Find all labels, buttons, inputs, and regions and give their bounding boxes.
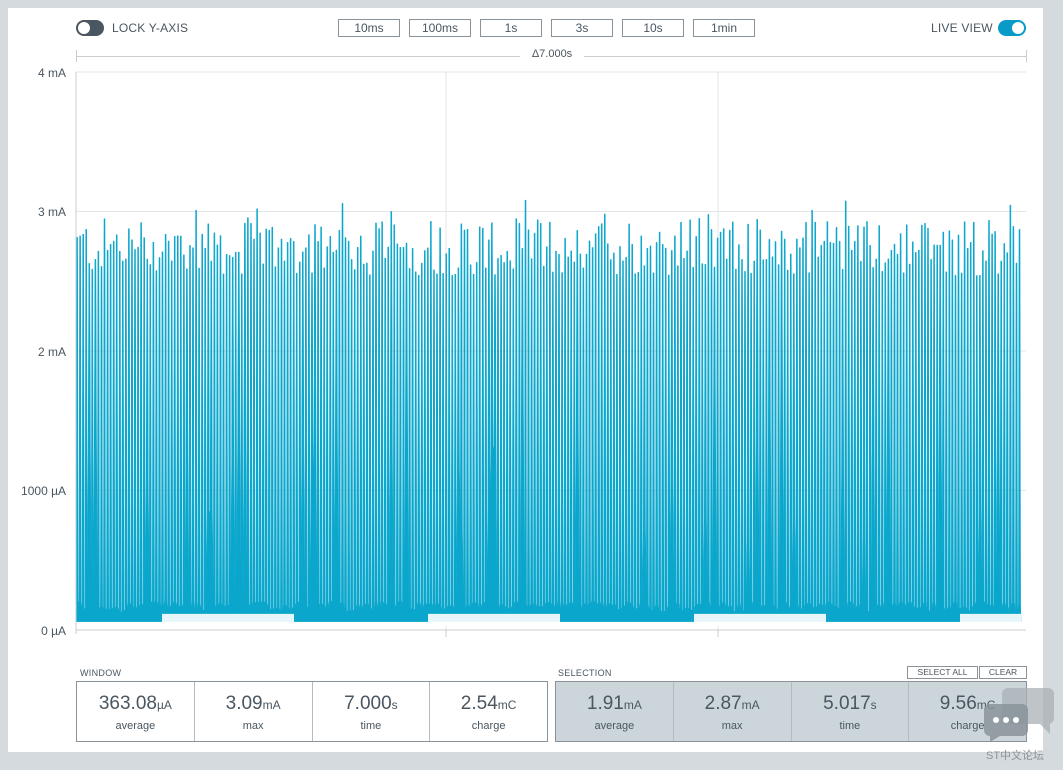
window-time-cell: 7.000s time (313, 682, 431, 741)
y-tick-label: 3 mA (37, 205, 66, 219)
chart-axes (75, 72, 1026, 637)
stat-unit: s (870, 698, 877, 712)
stat-label: max (721, 720, 743, 732)
stat-label: charge (950, 720, 985, 732)
selection-max-cell: 2.87mA max (674, 682, 792, 741)
selection-stats-title: SELECTION (558, 668, 612, 678)
y-tick-label: 4 mA (37, 66, 66, 80)
stat-unit: s (391, 698, 398, 712)
stat-value: 363.08µA (77, 693, 194, 715)
stat-value: 2.87mA (674, 693, 791, 715)
stat-number: 1.91 (586, 693, 624, 714)
baseline-gap (162, 613, 294, 626)
window-1s-button[interactable]: 1s (480, 19, 542, 37)
window-1min-button[interactable]: 1min (693, 19, 755, 37)
window-stats: 363.08µA average 3.09mA max 7.000s time … (76, 681, 548, 742)
clear-selection-button[interactable]: CLEAR (979, 666, 1027, 679)
window-stats-title: WINDOW (80, 668, 122, 678)
stat-number: 2.54 (460, 693, 498, 714)
stat-number: 9.56 (939, 693, 977, 714)
window-max-cell: 3.09mA max (195, 682, 313, 741)
live-view-label: LIVE VIEW (931, 21, 993, 35)
y-tick-label: 0 µA (41, 624, 66, 638)
select-all-button[interactable]: SELECT ALL (907, 666, 978, 679)
stat-label: max (242, 720, 264, 732)
stat-label: time (360, 720, 382, 732)
selection-stats: 1.91mA average 2.87mA max 5.017s time 9.… (555, 681, 1027, 742)
stat-value: 1.91mA (556, 693, 673, 715)
window-charge-cell: 2.54mC charge (430, 682, 547, 741)
stat-number: 363.08 (98, 693, 157, 714)
selection-average-cell: 1.91mA average (556, 682, 674, 741)
window-10ms-button[interactable]: 10ms (338, 19, 400, 37)
stat-unit: mA (623, 698, 642, 712)
window-10s-button[interactable]: 10s (622, 19, 684, 37)
chart-series (75, 199, 1022, 626)
selection-charge-cell: 9.56mC charge (909, 682, 1026, 741)
baseline-gap (694, 613, 826, 626)
stat-label: charge (471, 720, 506, 732)
chat-bubble-icon (984, 688, 1054, 742)
window-100ms-button[interactable]: 100ms (409, 19, 471, 37)
selection-time-cell: 5.017s time (792, 682, 910, 741)
toggle-knob (78, 22, 90, 34)
current-chart[interactable] (0, 0, 1063, 660)
stat-label: average (115, 720, 156, 732)
window-3s-button[interactable]: 3s (551, 19, 613, 37)
current-series-trace (75, 199, 1022, 622)
window-average-cell: 363.08µA average (77, 682, 195, 741)
stat-number: 2.87 (704, 693, 742, 714)
stat-value: 2.54mC (430, 693, 547, 715)
stat-label: time (839, 720, 861, 732)
stat-unit: mC (497, 698, 517, 712)
delta-time-label: Δ7.000s (520, 48, 584, 60)
baseline-gap (428, 613, 560, 626)
stat-number: 7.000 (344, 693, 392, 714)
stat-number: 3.09 (225, 693, 263, 714)
stat-number: 5.017 (823, 693, 871, 714)
stat-unit: mA (262, 698, 281, 712)
lock-y-axis-toggle[interactable] (76, 20, 104, 36)
watermark-text: ST中文论坛 (986, 750, 1045, 762)
bracket-right-tick (1026, 50, 1027, 62)
y-tick-label: 1000 µA (21, 484, 66, 498)
live-view-toggle[interactable] (998, 20, 1026, 36)
toggle-knob (1012, 22, 1024, 34)
stat-unit: µA (156, 698, 172, 712)
stat-value: 5.017s (792, 693, 909, 715)
y-tick-label: 2 mA (37, 345, 66, 359)
baseline-gap (960, 613, 1021, 626)
stat-value: 7.000s (313, 693, 430, 715)
stat-value: 3.09mA (195, 693, 312, 715)
lock-y-axis-label: LOCK Y-AXIS (112, 21, 189, 35)
stat-label: average (594, 720, 635, 732)
stat-unit: mA (741, 698, 760, 712)
